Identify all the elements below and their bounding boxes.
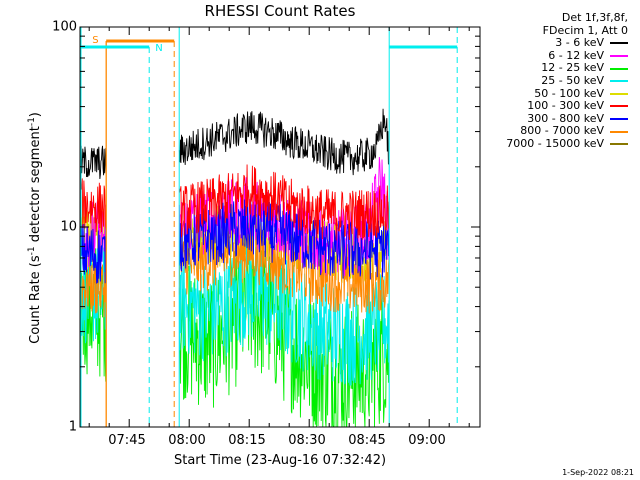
x-tick-label: 08:45 <box>348 433 386 448</box>
legend-header-line: FDecim 1, Att 0 <box>542 23 628 37</box>
legend-swatch <box>610 130 628 133</box>
legend-label: 6 - 12 keV <box>548 48 604 62</box>
legend-entry: 25 - 50 keV <box>506 73 628 88</box>
legend-entry: 100 - 300 keV <box>506 100 628 113</box>
legend-label: 100 - 300 keV <box>527 99 604 113</box>
legend-header-line: Det 1f,3f,8f, <box>561 11 628 24</box>
legend-label: 50 - 100 keV <box>534 86 604 100</box>
legend-swatch <box>610 42 628 45</box>
x-tick-label: 09:00 <box>408 433 446 448</box>
y-tick-label: 1 <box>68 419 77 435</box>
y-axis-label-main: Count Rate (s <box>28 255 44 344</box>
x-axis-label: Start Time (23-Aug-16 07:32:42) <box>173 453 387 468</box>
y-axis-label: Count Rate (s-1 detector segment-1) <box>27 112 43 344</box>
legend-rows: 3 - 6 keV 6 - 12 keV 12 - 25 keV 25 - 50 ke… <box>506 37 628 150</box>
legend-swatch <box>610 80 628 83</box>
legend-entry: 50 - 100 keV <box>506 86 628 101</box>
chart-title: RHESSI Count Rates <box>204 2 356 20</box>
x-tick-label: 08:00 <box>168 433 206 448</box>
legend: Det 1f,3f,8f, FDecim 1, Att 0 3 - 6 keV 6… <box>506 11 628 151</box>
legend-entry: 800 - 7000 keV <box>506 125 628 138</box>
legend-entry: 12 - 25 keV <box>506 62 628 75</box>
y-tick-label: 100 <box>52 19 77 35</box>
y-tick-label: 10 <box>60 219 77 235</box>
legend-swatch <box>610 92 628 95</box>
legend-entry: 6 - 12 keV <box>506 48 628 63</box>
legend-label: 25 - 50 keV <box>541 73 604 87</box>
x-tick-label: 08:15 <box>228 433 266 448</box>
series-line-3-6keV <box>81 109 457 179</box>
legend-swatch <box>610 105 628 108</box>
legend-label: 3 - 6 keV <box>555 36 604 50</box>
legend-entry: 300 - 800 keV <box>506 111 628 126</box>
marker-label-n: N <box>155 43 162 54</box>
y-axis-label-exponent-2: -1 <box>26 117 37 127</box>
legend-entry: 7000 - 15000 keV <box>506 136 628 151</box>
tick-layer <box>80 26 480 428</box>
marker-label-s: S <box>92 35 98 46</box>
legend-entry: 3 - 6 keV <box>506 37 628 50</box>
legend-swatch <box>610 143 628 146</box>
marker-layer: SN <box>80 27 458 427</box>
legend-label: 12 - 25 keV <box>541 61 604 75</box>
x-tick-label: 07:45 <box>108 433 146 448</box>
y-axis-label-exponent: -1 <box>26 246 37 256</box>
y-axis-label-close: ) <box>28 112 44 118</box>
legend-swatch <box>610 67 628 70</box>
x-tick-label: 08:30 <box>288 433 326 448</box>
footer-date: 1-Sep-2022 08:21 <box>562 468 634 477</box>
legend-label: 800 - 7000 keV <box>520 124 604 138</box>
legend-swatch <box>610 55 628 58</box>
series-layer <box>81 109 457 427</box>
legend-label: 300 - 800 keV <box>527 111 604 125</box>
y-axis-label-tail: detector segment <box>28 126 44 247</box>
legend-label: 7000 - 15000 keV <box>506 136 604 150</box>
legend-swatch <box>610 118 628 121</box>
